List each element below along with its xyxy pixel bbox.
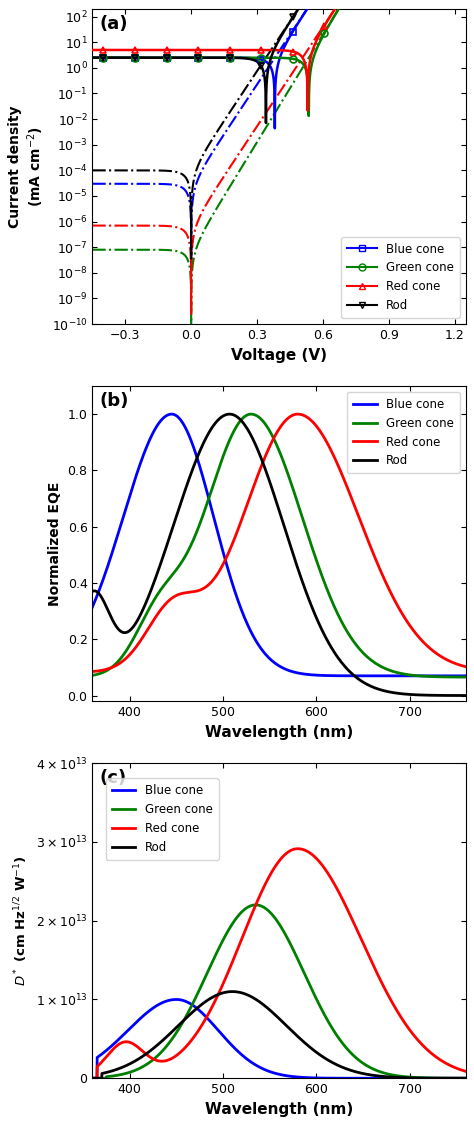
X-axis label: Wavelength (nm): Wavelength (nm) — [205, 1101, 353, 1117]
Y-axis label: Normalized EQE: Normalized EQE — [48, 482, 62, 605]
X-axis label: Wavelength (nm): Wavelength (nm) — [205, 724, 353, 739]
Text: (b): (b) — [100, 393, 129, 411]
Text: (c): (c) — [100, 770, 127, 788]
X-axis label: Voltage (V): Voltage (V) — [231, 348, 327, 362]
Legend: Blue cone, Green cone, Red cone, Rod: Blue cone, Green cone, Red cone, Rod — [341, 236, 460, 318]
Legend: Blue cone, Green cone, Red cone, Rod: Blue cone, Green cone, Red cone, Rod — [106, 778, 219, 860]
Y-axis label: $D^*$ (cm Hz$^{1/2}$ W$^{-1}$): $D^*$ (cm Hz$^{1/2}$ W$^{-1}$) — [13, 855, 30, 987]
Legend: Blue cone, Green cone, Red cone, Rod: Blue cone, Green cone, Red cone, Rod — [347, 392, 460, 474]
Text: (a): (a) — [100, 16, 128, 34]
Y-axis label: Current density
(mA cm$^{-2}$): Current density (mA cm$^{-2}$) — [9, 106, 46, 227]
